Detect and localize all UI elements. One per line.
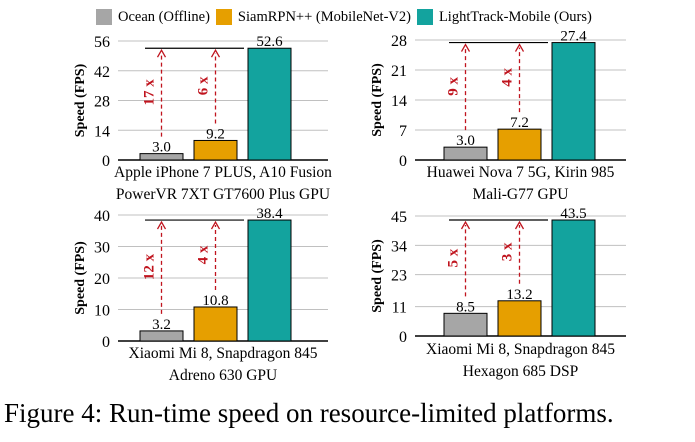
legend-label-lighttrack: LightTrack-Mobile (Ours) — [438, 8, 592, 25]
data-label: 13.2 — [506, 287, 532, 303]
arrowhead-icon — [514, 43, 525, 52]
speedup-label: 9 x — [446, 76, 462, 95]
data-label: 7.2 — [510, 115, 529, 131]
legend-swatch-siamrpn — [215, 9, 232, 25]
arrowhead-icon — [514, 220, 525, 230]
y-tick-label: 0 — [399, 153, 407, 170]
bar-ocean — [443, 146, 488, 161]
data-label: 3.2 — [152, 317, 171, 333]
arrowhead-icon — [460, 220, 471, 230]
speedup-label: 5 x — [446, 248, 462, 267]
y-tick-label: 45 — [391, 209, 407, 226]
y-tick-label: 40 — [94, 208, 110, 225]
y-tick-label: 14 — [94, 123, 110, 140]
figure-caption: Figure 4: Run-time speed on resource-lim… — [4, 398, 614, 428]
y-tick-label: 0 — [102, 153, 110, 170]
speedup-label: 3 x — [500, 242, 516, 261]
y-axis-label: Speed (FPS) — [370, 63, 385, 137]
bar-lighttrack — [247, 47, 292, 161]
y-axis-label: Speed (FPS) — [73, 241, 88, 315]
data-label: 10.8 — [202, 293, 228, 309]
speedup-label: 4 x — [500, 67, 516, 86]
arrowhead-icon — [156, 48, 167, 58]
bar-siamrpn — [193, 139, 238, 161]
y-tick-label: 20 — [94, 271, 110, 288]
y-tick-label: 42 — [94, 64, 110, 81]
y-axis-label: Speed (FPS) — [73, 63, 88, 137]
speedup-label: 4 x — [196, 245, 212, 264]
y-tick-label: 56 — [94, 34, 110, 51]
arrowhead-icon — [210, 48, 221, 58]
bar-ocean — [139, 330, 184, 342]
data-label: 9.2 — [206, 126, 225, 142]
x-axis-label: Adreno 630 GPU — [169, 367, 278, 384]
y-tick-label: 14 — [391, 93, 407, 110]
legend: Ocean (Offline) SiamRPN++ (MobileNet-V2)… — [96, 7, 598, 27]
bar-lighttrack — [551, 42, 596, 161]
y-tick-label: 21 — [391, 63, 407, 80]
legend-item-lighttrack: LightTrack-Mobile (Ours) — [416, 8, 592, 26]
legend-swatch-lighttrack — [416, 9, 433, 25]
y-axis-label: Speed (FPS) — [370, 239, 385, 313]
y-tick-label: 7 — [399, 123, 407, 140]
data-label: 3.0 — [152, 140, 171, 156]
data-label: 43.5 — [560, 206, 586, 222]
bar-lighttrack — [551, 219, 596, 337]
y-tick-label: 34 — [391, 238, 407, 255]
arrowhead-icon — [156, 220, 167, 230]
legend-swatch-ocean — [96, 9, 112, 25]
y-tick-label: 0 — [399, 329, 407, 346]
arrowhead-icon — [460, 43, 471, 52]
x-axis-label: Hexagon 685 DSP — [463, 363, 578, 380]
speedup-label: 6 x — [196, 76, 212, 95]
data-label: 27.4 — [560, 29, 587, 45]
bar-ocean — [139, 153, 184, 161]
y-tick-label: 30 — [94, 240, 110, 257]
x-axis-label: Apple iPhone 7 PLUS, A10 Fusion — [114, 164, 332, 181]
bar-siamrpn — [497, 300, 542, 337]
y-tick-label: 0 — [102, 334, 110, 351]
x-axis-label: Mali-G77 GPU — [472, 186, 568, 203]
bar-ocean — [443, 312, 488, 337]
y-tick-label: 28 — [391, 33, 407, 50]
x-axis-label: Xiaomi Mi 8, Snapdragon 845 — [426, 341, 615, 358]
y-tick-label: 10 — [94, 303, 110, 320]
data-label: 38.4 — [256, 206, 283, 222]
bar-lighttrack — [247, 219, 292, 342]
arrowhead-icon — [210, 220, 221, 230]
data-label: 3.0 — [456, 133, 475, 149]
bar-siamrpn — [193, 306, 238, 342]
legend-item-ocean: Ocean (Offline) — [96, 9, 210, 26]
x-axis-label: Xiaomi Mi 8, Snapdragon 845 — [129, 345, 318, 362]
data-label: 8.5 — [456, 299, 475, 315]
legend-item-siamrpn: SiamRPN++ (MobileNet-V2) — [215, 8, 411, 26]
speedup-label: 12 x — [142, 253, 158, 280]
y-tick-label: 28 — [94, 94, 110, 111]
x-axis-label: PowerVR 7XT GT7600 Plus GPU — [116, 186, 330, 203]
y-tick-label: 23 — [391, 268, 407, 285]
y-tick-label: 11 — [392, 300, 407, 317]
legend-label-siamrpn: SiamRPN++ (MobileNet-V2) — [237, 8, 411, 25]
legend-label-ocean: Ocean (Offline) — [118, 8, 210, 25]
bar-siamrpn — [497, 128, 542, 161]
x-axis-label: Huawei Nova 7 5G, Kirin 985 — [427, 164, 615, 181]
data-label: 52.6 — [256, 34, 283, 50]
speedup-label: 17 x — [142, 79, 158, 106]
